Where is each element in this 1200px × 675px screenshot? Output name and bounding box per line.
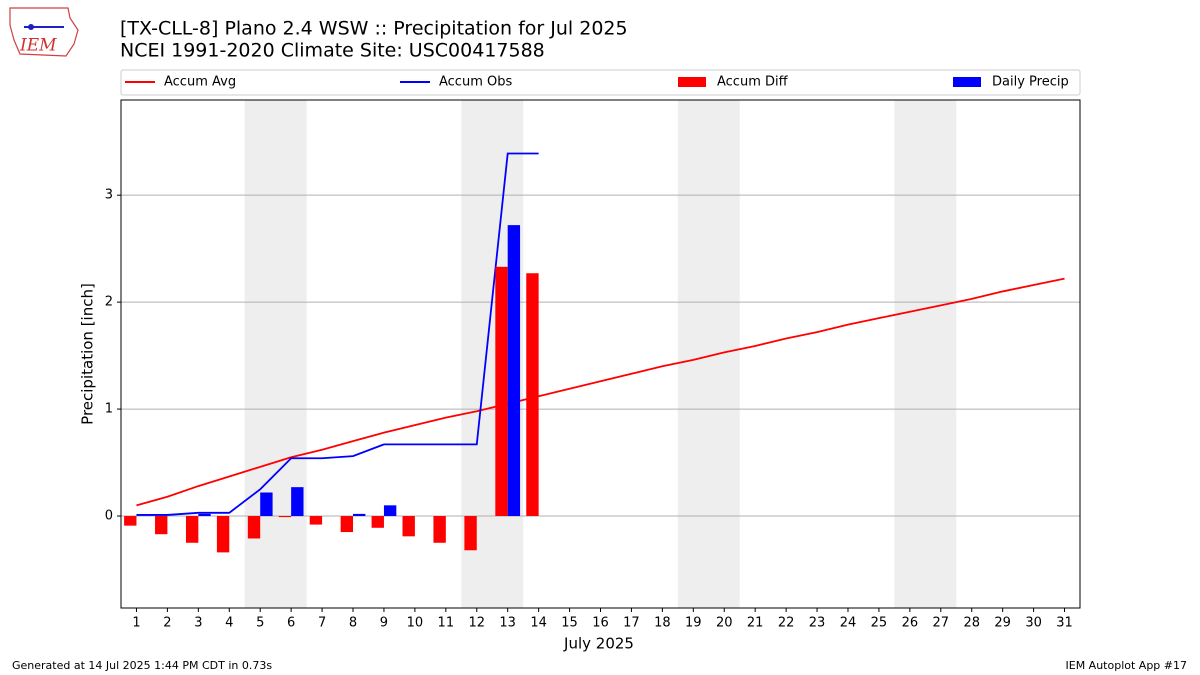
bar xyxy=(185,516,199,543)
legend-swatch xyxy=(953,77,981,87)
x-axis-label: July 2025 xyxy=(563,635,634,653)
x-tick-label: 2 xyxy=(163,616,171,631)
x-tick-label: 6 xyxy=(287,616,295,631)
x-tick-label: 4 xyxy=(225,616,233,631)
x-tick-label: 20 xyxy=(716,616,733,631)
x-tick-label: 26 xyxy=(902,616,919,631)
logo-outline xyxy=(9,7,79,57)
x-tick-label: 30 xyxy=(1025,616,1042,631)
y-axis-label: Precipitation [inch] xyxy=(79,283,97,425)
x-tick-label: 19 xyxy=(685,616,702,631)
bar xyxy=(216,516,230,553)
bar xyxy=(464,516,477,551)
legend-label: Accum Avg xyxy=(164,75,236,90)
footer-right: IEM Autoplot App #17 xyxy=(1066,659,1188,672)
bar xyxy=(353,513,366,517)
bar xyxy=(507,225,521,517)
x-tick-label: 31 xyxy=(1056,616,1073,631)
y-tick-label: 2 xyxy=(105,295,113,310)
x-tick-label: 14 xyxy=(530,616,547,631)
bar xyxy=(291,487,304,517)
x-tick-label: 13 xyxy=(499,616,516,631)
x-tick-label: 8 xyxy=(349,616,357,631)
x-tick-label: 24 xyxy=(840,616,857,631)
bar xyxy=(371,516,384,528)
line xyxy=(136,152,539,516)
x-tick-label: 3 xyxy=(194,616,202,631)
logo: IEM xyxy=(9,7,79,57)
bar xyxy=(124,516,137,526)
x-tick-label: 11 xyxy=(438,616,455,631)
logo-dot xyxy=(28,24,34,30)
bar xyxy=(198,513,211,517)
x-tick-label: 1 xyxy=(132,616,140,631)
y-tick-label: 1 xyxy=(105,402,113,417)
x-tick-label: 9 xyxy=(380,616,388,631)
x-tick-label: 5 xyxy=(256,616,264,631)
bar xyxy=(278,516,292,518)
x-tick-label: 21 xyxy=(747,616,764,631)
legend-swatch xyxy=(678,77,706,87)
bar xyxy=(260,492,273,517)
x-tick-label: 7 xyxy=(318,616,326,631)
bar xyxy=(433,516,446,543)
logo-text: IEM xyxy=(19,36,57,56)
legend-label: Accum Diff xyxy=(717,75,789,90)
bar xyxy=(247,516,261,539)
y-tick-label: 0 xyxy=(105,509,113,524)
x-tick-label: 16 xyxy=(592,616,609,631)
bar xyxy=(340,516,354,533)
bar xyxy=(155,516,168,535)
x-tick-label: 28 xyxy=(963,616,980,631)
bar xyxy=(495,266,508,517)
weekend-shade xyxy=(894,100,957,608)
x-tick-label: 29 xyxy=(994,616,1011,631)
chart-title: [TX-CLL-8] Plano 2.4 WSW :: Precipitatio… xyxy=(120,18,628,40)
x-tick-label: 23 xyxy=(809,616,826,631)
bar xyxy=(383,505,397,517)
legend-box xyxy=(120,69,1081,96)
x-tick-label: 22 xyxy=(778,616,795,631)
x-tick-label: 18 xyxy=(654,616,671,631)
bar xyxy=(402,516,415,537)
legend-label: Accum Obs xyxy=(439,75,512,90)
bar xyxy=(309,516,323,525)
chart-subtitle: NCEI 1991-2020 Climate Site: USC00417588 xyxy=(120,40,545,62)
x-tick-label: 10 xyxy=(407,616,424,631)
weekend-shade xyxy=(677,100,740,608)
x-tick-label: 17 xyxy=(623,616,640,631)
legend-label: Daily Precip xyxy=(992,75,1069,90)
line xyxy=(136,277,1065,507)
y-tick-label: 3 xyxy=(105,188,113,203)
x-tick-label: 27 xyxy=(933,616,950,631)
footer-left: Generated at 14 Jul 2025 1:44 PM CDT in … xyxy=(12,659,272,672)
bar xyxy=(526,273,539,517)
x-tick-label: 25 xyxy=(871,616,888,631)
x-tick-label: 15 xyxy=(561,616,578,631)
x-tick-label: 12 xyxy=(468,616,485,631)
